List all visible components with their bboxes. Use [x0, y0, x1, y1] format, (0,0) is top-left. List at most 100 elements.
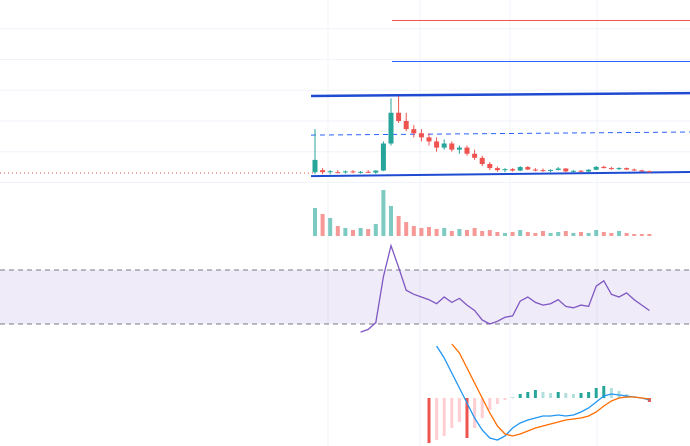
volume-bar: [586, 233, 591, 236]
candle-body: [510, 169, 516, 171]
candle-body: [342, 171, 348, 173]
candle-body: [456, 147, 462, 150]
volume-bar: [442, 228, 447, 236]
volume-bar: [601, 232, 606, 236]
drawn-line: [310, 91, 690, 98]
candle-body: [570, 170, 576, 172]
volume-bar: [632, 234, 637, 236]
volume-bar: [449, 231, 454, 236]
macd-histogram: [450, 398, 454, 428]
volume-bar: [518, 230, 523, 236]
candle-body: [464, 147, 470, 154]
volume-bar: [510, 232, 515, 236]
candle-body: [593, 166, 599, 170]
volume-bar: [419, 228, 424, 236]
macd-histogram: [488, 398, 492, 410]
macd-histogram: [549, 393, 553, 398]
volume-bar: [396, 216, 401, 236]
macd-histogram: [427, 398, 431, 443]
macd-histogram: [465, 398, 469, 438]
volume-bar: [389, 206, 393, 236]
candle-body: [532, 169, 538, 171]
candle-body: [312, 159, 318, 173]
volume-bar: [541, 231, 545, 236]
macd-histogram: [495, 398, 499, 404]
volume-bar: [480, 231, 485, 236]
macd-histogram: [511, 397, 515, 398]
candle-body: [646, 171, 652, 173]
candle-body: [631, 169, 637, 171]
rsi-line: [360, 243, 650, 333]
volume-bar: [351, 230, 355, 236]
volume-bar: [571, 233, 576, 236]
macd-histogram: [556, 392, 560, 398]
volume-bar: [639, 234, 644, 236]
rsi-band: [0, 270, 690, 324]
candle-body: [358, 171, 364, 173]
macd-histogram: [457, 398, 461, 422]
candle-body: [418, 133, 424, 138]
candle-body: [403, 120, 409, 130]
volume-bar: [617, 231, 621, 236]
candle-body: [411, 129, 417, 134]
macd-histogram: [503, 398, 507, 400]
macd-histogram: [571, 394, 575, 398]
volume-bar: [495, 232, 500, 236]
volume-bar: [647, 234, 652, 236]
volume-bar: [556, 232, 561, 236]
volume-bar: [503, 233, 507, 236]
volume-bar: [343, 228, 348, 236]
candle-body: [616, 168, 622, 170]
candle-body: [388, 112, 394, 144]
macd-line: [436, 345, 650, 441]
volume-bar: [366, 229, 371, 236]
macd-histogram: [480, 398, 484, 418]
macd-histogram: [526, 392, 530, 398]
candle-body: [608, 168, 614, 170]
drawn-line: [310, 170, 690, 178]
candle-body: [434, 141, 440, 148]
volume-bar: [320, 214, 325, 236]
candle-body: [350, 171, 356, 173]
volume-bar: [313, 208, 317, 236]
candle-body: [327, 171, 333, 173]
volume-bar: [624, 233, 629, 236]
macd-histogram: [541, 392, 545, 398]
candle-body: [601, 166, 607, 169]
macd-line: [451, 343, 650, 437]
candle-body: [472, 153, 478, 158]
volume-bar: [563, 231, 568, 236]
drawn-line: [310, 131, 690, 136]
volume-bar: [457, 229, 462, 236]
candle-body: [335, 172, 341, 174]
volume-bar: [434, 229, 439, 236]
candle-body: [502, 169, 508, 171]
volume-bar: [465, 230, 469, 236]
macd-histogram: [564, 393, 568, 398]
candle-body: [441, 143, 447, 148]
candle-body: [320, 170, 326, 173]
macd-histogram: [594, 388, 598, 398]
volume-bar: [487, 230, 492, 236]
volume-bar: [381, 190, 386, 236]
candle-body: [639, 170, 645, 172]
volume-bar: [609, 233, 614, 236]
candle-body: [380, 143, 386, 171]
volume-bar: [548, 233, 553, 236]
volume-bar: [358, 228, 363, 236]
candle-body: [563, 168, 569, 172]
macd-histogram: [533, 390, 537, 398]
volume-bar: [594, 230, 599, 236]
candle-body: [494, 168, 500, 171]
volume-bar: [533, 233, 538, 236]
volume-bar: [335, 226, 340, 236]
candle-body: [487, 164, 493, 169]
macd-histogram: [579, 393, 583, 398]
candle-body: [578, 170, 584, 172]
candle-body: [373, 170, 379, 173]
candle-body: [548, 169, 554, 171]
volume-bar: [472, 228, 477, 236]
volume-bar: [579, 232, 583, 236]
candle-body: [449, 143, 455, 150]
